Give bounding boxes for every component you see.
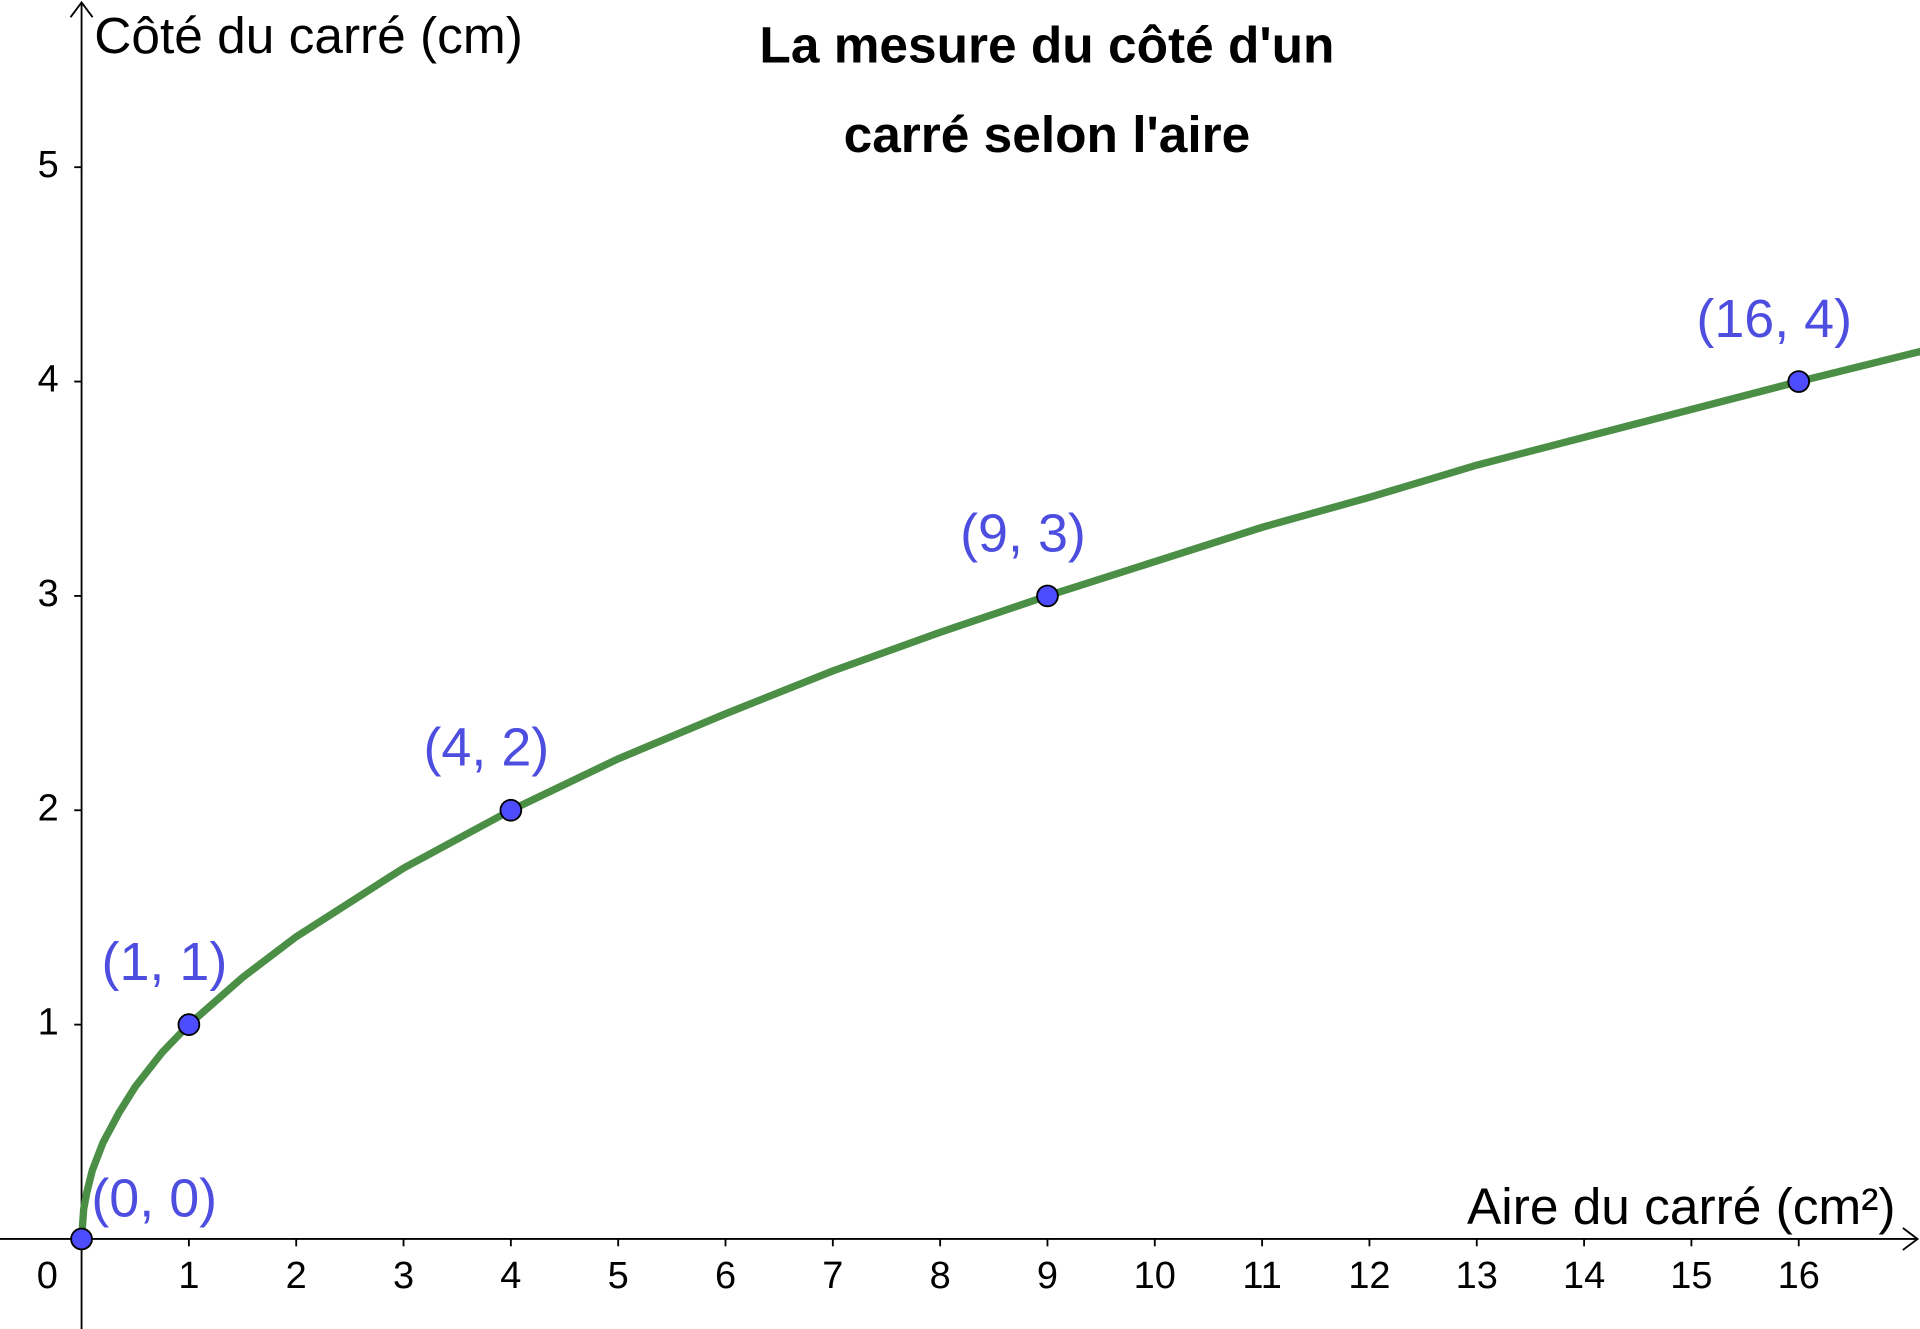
x-tick-label: 1 [178, 1255, 199, 1297]
x-tick-label: 9 [1037, 1255, 1058, 1297]
x-tick-label: 2 [286, 1255, 307, 1297]
y-axis-arrow [69, 0, 94, 18]
y-tick-label: 2 [38, 787, 59, 829]
x-tick-label: 8 [930, 1255, 951, 1297]
y-tick-label: 5 [38, 144, 59, 186]
point [70, 1227, 93, 1251]
point [1787, 370, 1811, 393]
point-label: (1, 1) [102, 932, 228, 992]
x-axis-label: Aire du carré (cm²) [1467, 1177, 1896, 1235]
point [1036, 584, 1059, 608]
point [177, 1013, 201, 1036]
x-tick-label: 6 [715, 1255, 736, 1297]
x-tick-label: 0 [37, 1255, 58, 1297]
x-tick-label: 13 [1456, 1255, 1498, 1297]
x-tick-label: 16 [1778, 1255, 1820, 1297]
point-label: (9, 3) [960, 503, 1086, 563]
chart-title-line: La mesure du côté d'un [759, 16, 1334, 74]
point [499, 798, 523, 822]
point-label: (4, 2) [424, 718, 550, 778]
x-tick-label: 7 [822, 1255, 843, 1297]
x-tick-label: 3 [393, 1255, 414, 1297]
x-tick-label: 14 [1563, 1255, 1605, 1297]
x-tick-label: 4 [500, 1255, 521, 1297]
x-tick-label: 15 [1670, 1255, 1712, 1297]
chart-title-line: carré selon l'aire [844, 105, 1251, 163]
point-label: (16, 4) [1696, 289, 1852, 349]
curve [77, 347, 1920, 1243]
y-tick-label: 3 [38, 573, 59, 615]
y-tick-label: 4 [38, 359, 59, 401]
point-label: (0, 0) [91, 1168, 217, 1228]
x-axis-arrow [1902, 1227, 1920, 1251]
x-tick-label: 11 [1242, 1255, 1281, 1297]
x-tick-label: 12 [1348, 1255, 1390, 1297]
x-tick-label: 10 [1134, 1255, 1176, 1297]
x-tick-label: 5 [608, 1255, 629, 1297]
y-axis-label: Côté du carré (cm) [94, 6, 523, 64]
y-tick-label: 1 [38, 1002, 59, 1044]
